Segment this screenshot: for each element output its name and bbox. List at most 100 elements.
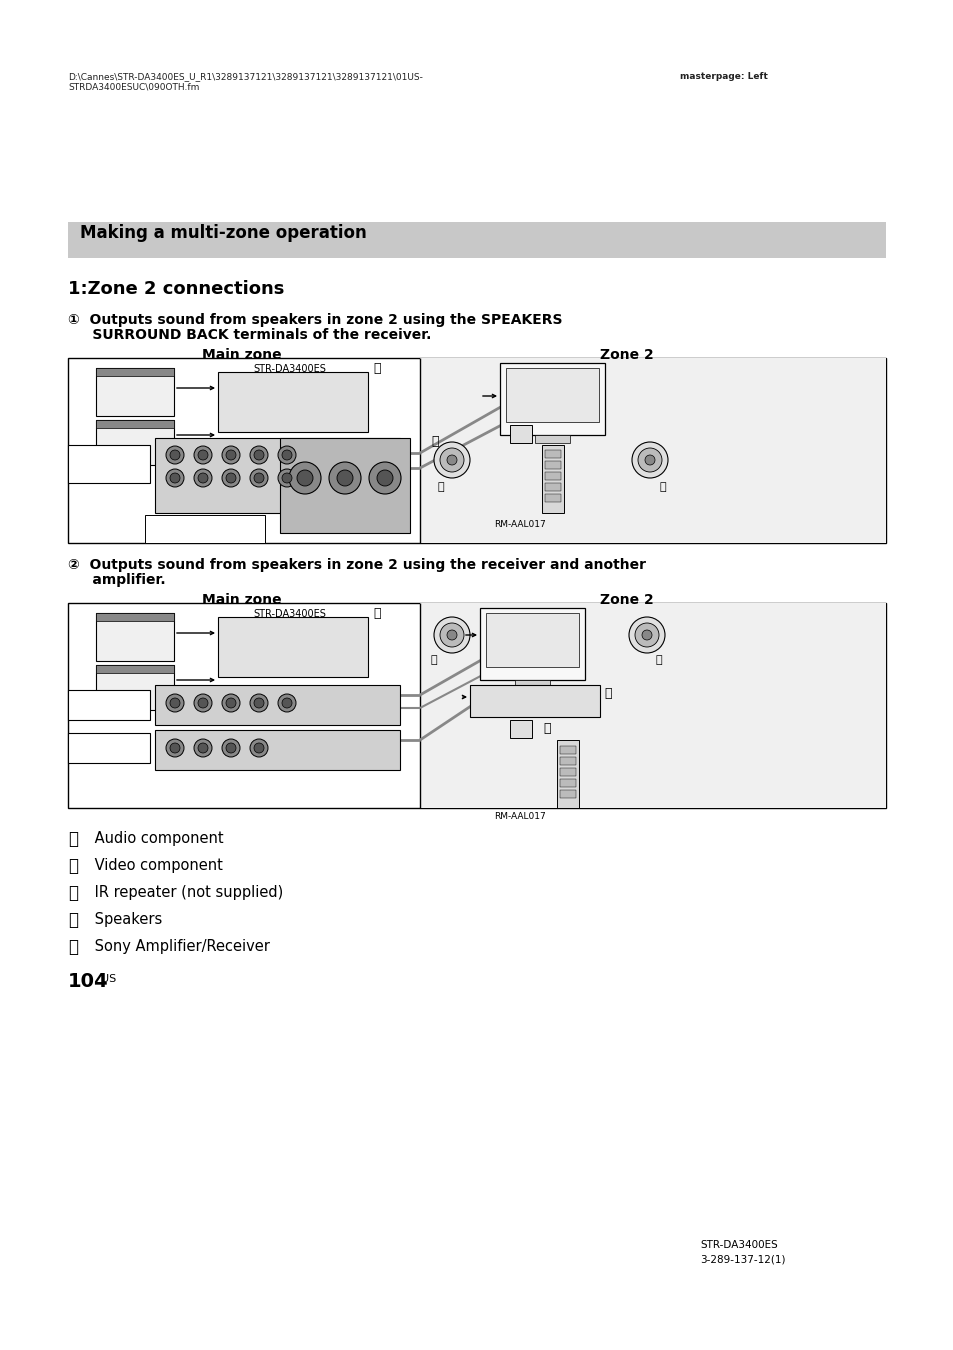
Text: Speakers: Speakers xyxy=(90,913,162,927)
Bar xyxy=(479,608,584,680)
Circle shape xyxy=(166,468,184,487)
Circle shape xyxy=(222,468,240,487)
Text: STR-DA3400ES: STR-DA3400ES xyxy=(253,364,326,374)
Circle shape xyxy=(277,446,295,464)
Circle shape xyxy=(282,450,292,460)
Text: Ⓔ: Ⓔ xyxy=(68,938,78,956)
Bar xyxy=(559,768,576,776)
Circle shape xyxy=(369,462,400,494)
Text: ZONE 2 AUDIO
OUT: ZONE 2 AUDIO OUT xyxy=(78,734,140,755)
Circle shape xyxy=(170,698,180,707)
Bar xyxy=(544,460,560,468)
Text: D:\Cannes\STR-DA3400ES_U_R1\3289137121\3289137121\3289137121\01US-: D:\Cannes\STR-DA3400ES_U_R1\3289137121\3… xyxy=(68,72,422,81)
Circle shape xyxy=(198,698,208,707)
Circle shape xyxy=(250,446,268,464)
Text: Ⓓ: Ⓓ xyxy=(68,911,78,929)
Circle shape xyxy=(439,622,463,647)
Text: Main zone: Main zone xyxy=(202,348,281,362)
Text: Zone 2: Zone 2 xyxy=(599,593,653,608)
Circle shape xyxy=(198,450,208,460)
Text: Ⓓ: Ⓓ xyxy=(430,655,436,666)
Bar xyxy=(96,666,173,674)
Circle shape xyxy=(226,743,235,753)
Text: Ⓑ: Ⓑ xyxy=(68,857,78,875)
Circle shape xyxy=(193,446,212,464)
Text: Ⓓ: Ⓓ xyxy=(656,655,662,666)
Text: STRDA3400ESUC\090OTH.fm: STRDA3400ESUC\090OTH.fm xyxy=(68,82,199,92)
Text: 104: 104 xyxy=(68,972,109,991)
Bar xyxy=(515,680,550,688)
Text: TV: TV xyxy=(541,378,561,393)
Bar xyxy=(544,450,560,458)
Text: amplifier.: amplifier. xyxy=(68,572,166,587)
Bar xyxy=(68,733,150,763)
Bar xyxy=(68,690,150,720)
Text: 1:Zone 2 connections: 1:Zone 2 connections xyxy=(68,279,284,298)
Bar xyxy=(96,369,173,416)
Circle shape xyxy=(447,455,456,464)
Circle shape xyxy=(282,472,292,483)
Circle shape xyxy=(250,738,268,757)
Text: IR repeater (not supplied): IR repeater (not supplied) xyxy=(90,886,283,900)
Text: STR-DA3400ES: STR-DA3400ES xyxy=(253,609,326,620)
Bar xyxy=(419,358,885,543)
Circle shape xyxy=(439,448,463,472)
Bar xyxy=(557,740,578,809)
Text: Ⓔ: Ⓔ xyxy=(603,687,611,701)
Bar xyxy=(499,363,604,435)
Bar xyxy=(68,358,885,543)
Circle shape xyxy=(222,446,240,464)
Text: Making a multi-zone operation: Making a multi-zone operation xyxy=(80,224,366,242)
Circle shape xyxy=(250,468,268,487)
Circle shape xyxy=(198,472,208,483)
Circle shape xyxy=(434,441,470,478)
Text: ZONE 2 VIDEO
OUT: ZONE 2 VIDEO OUT xyxy=(78,693,139,711)
Text: Video component: Video component xyxy=(90,859,223,873)
Circle shape xyxy=(253,450,264,460)
Text: ZONE 2 VIDEO
OUT: ZONE 2 VIDEO OUT xyxy=(78,447,139,466)
Text: US: US xyxy=(101,973,116,984)
Bar xyxy=(280,437,410,533)
Bar xyxy=(68,446,150,483)
Circle shape xyxy=(631,441,667,478)
Circle shape xyxy=(638,448,661,472)
Bar xyxy=(145,514,265,543)
Text: Ⓓ: Ⓓ xyxy=(437,482,444,491)
Bar xyxy=(96,420,173,428)
Circle shape xyxy=(253,698,264,707)
Circle shape xyxy=(193,468,212,487)
Text: SURROUND BACK
SPEAKERS: SURROUND BACK SPEAKERS xyxy=(168,517,242,536)
Text: RM-AAL017: RM-AAL017 xyxy=(494,520,545,529)
Bar xyxy=(470,684,599,717)
Circle shape xyxy=(226,698,235,707)
Text: TV: TV xyxy=(521,622,541,639)
Circle shape xyxy=(166,738,184,757)
Text: Ⓒ: Ⓒ xyxy=(373,362,380,375)
Circle shape xyxy=(635,622,659,647)
Text: masterpage: Left: masterpage: Left xyxy=(679,72,767,81)
Bar xyxy=(544,472,560,481)
Circle shape xyxy=(170,450,180,460)
Circle shape xyxy=(170,472,180,483)
Circle shape xyxy=(296,470,313,486)
Text: Ⓓ: Ⓓ xyxy=(659,482,666,491)
Circle shape xyxy=(198,743,208,753)
Bar xyxy=(96,613,173,621)
Text: Zone 2: Zone 2 xyxy=(599,348,653,362)
Text: Ⓐ: Ⓐ xyxy=(128,617,142,637)
Circle shape xyxy=(250,694,268,711)
Bar xyxy=(559,747,576,755)
Text: STR-DA3400ES: STR-DA3400ES xyxy=(700,1241,777,1250)
Circle shape xyxy=(193,694,212,711)
Circle shape xyxy=(277,468,295,487)
Bar xyxy=(510,720,532,738)
Bar xyxy=(218,373,368,432)
Circle shape xyxy=(277,694,295,711)
Circle shape xyxy=(222,738,240,757)
Circle shape xyxy=(644,455,655,464)
Bar xyxy=(218,617,368,676)
Circle shape xyxy=(376,470,393,486)
Bar xyxy=(96,613,173,662)
Bar xyxy=(154,437,399,513)
Bar xyxy=(559,779,576,787)
